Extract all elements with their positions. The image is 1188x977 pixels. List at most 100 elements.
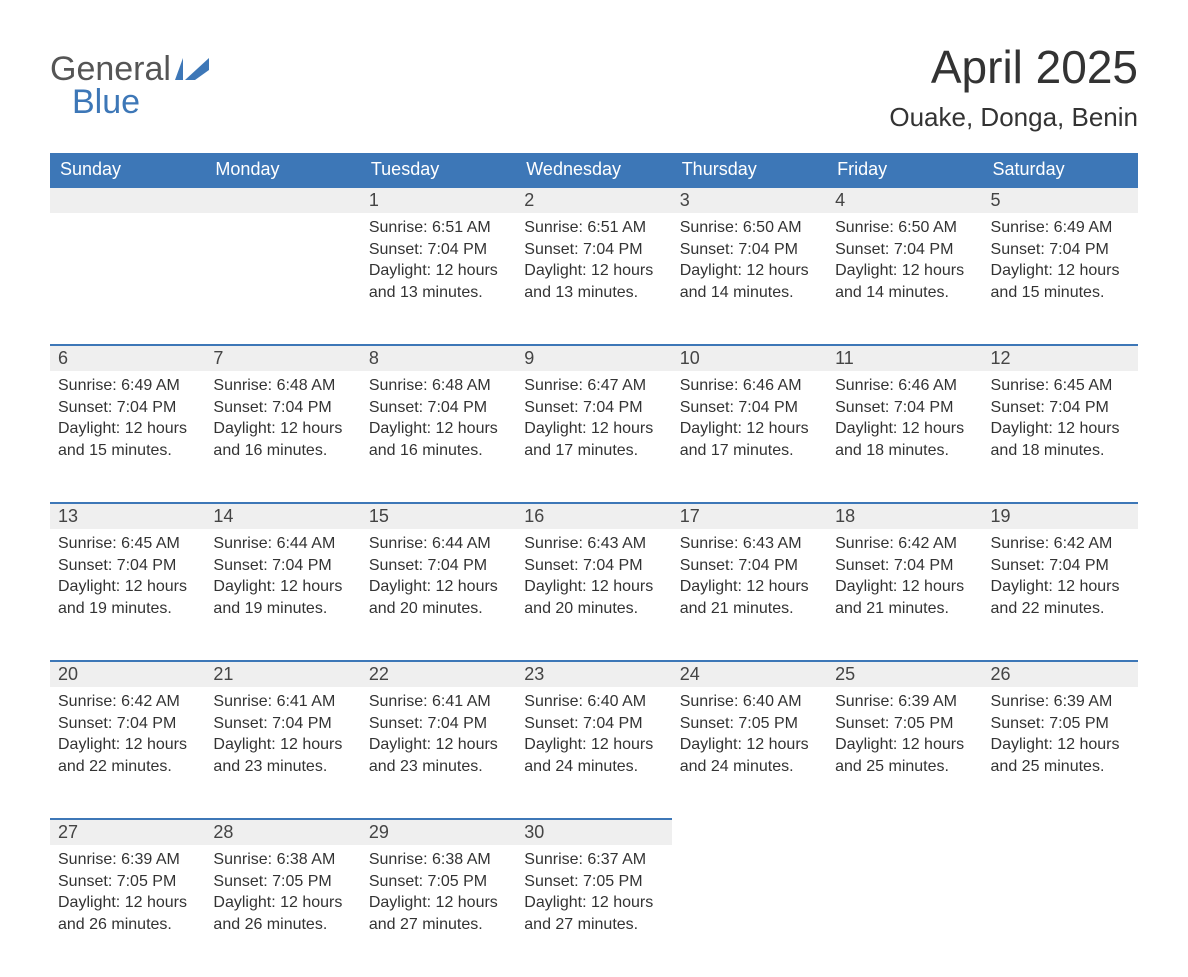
day-dl1: Daylight: 12 hours [524, 418, 663, 440]
day-sunrise: Sunrise: 6:43 AM [524, 533, 663, 555]
day-number: 22 [369, 664, 389, 684]
day-sunset: Sunset: 7:04 PM [835, 239, 974, 261]
week-content-row: Sunrise: 6:51 AMSunset: 7:04 PMDaylight:… [50, 213, 1138, 345]
day-number: 2 [524, 190, 534, 210]
day-sunrise: Sunrise: 6:47 AM [524, 375, 663, 397]
day-number: 14 [213, 506, 233, 526]
day-number: 15 [369, 506, 389, 526]
day-dl1: Daylight: 12 hours [680, 734, 819, 756]
day-sunset: Sunset: 7:04 PM [58, 555, 197, 577]
day-sunrise: Sunrise: 6:45 AM [58, 533, 197, 555]
calendar-table: Sunday Monday Tuesday Wednesday Thursday… [50, 153, 1138, 977]
day-sunrise: Sunrise: 6:41 AM [213, 691, 352, 713]
logo: General Blue [50, 50, 209, 122]
day-sunset: Sunset: 7:04 PM [369, 555, 508, 577]
day-content-cell: Sunrise: 6:39 AMSunset: 7:05 PMDaylight:… [50, 845, 205, 977]
day-number-cell [983, 819, 1138, 845]
title-block: April 2025 Ouake, Donga, Benin [889, 40, 1138, 133]
day-dl1: Daylight: 12 hours [835, 260, 974, 282]
day-sunset: Sunset: 7:04 PM [524, 555, 663, 577]
day-dl1: Daylight: 12 hours [213, 734, 352, 756]
day-number-cell: 7 [205, 345, 360, 371]
day-dl2: and 26 minutes. [58, 914, 197, 936]
day-number: 5 [991, 190, 1001, 210]
day-sunrise: Sunrise: 6:43 AM [680, 533, 819, 555]
day-content-cell: Sunrise: 6:50 AMSunset: 7:04 PMDaylight:… [827, 213, 982, 345]
day-sunrise: Sunrise: 6:37 AM [524, 849, 663, 871]
day-number-cell: 25 [827, 661, 982, 687]
logo-word-blue: Blue [72, 83, 209, 122]
day-sunrise: Sunrise: 6:38 AM [369, 849, 508, 871]
day-sunset: Sunset: 7:04 PM [680, 397, 819, 419]
day-header: Wednesday [516, 153, 671, 187]
day-content-cell: Sunrise: 6:46 AMSunset: 7:04 PMDaylight:… [672, 371, 827, 503]
day-sunrise: Sunrise: 6:42 AM [58, 691, 197, 713]
day-sunset: Sunset: 7:04 PM [680, 555, 819, 577]
day-content-cell: Sunrise: 6:41 AMSunset: 7:04 PMDaylight:… [361, 687, 516, 819]
day-dl2: and 21 minutes. [835, 598, 974, 620]
day-sunrise: Sunrise: 6:50 AM [835, 217, 974, 239]
day-sunrise: Sunrise: 6:40 AM [680, 691, 819, 713]
day-content-cell: Sunrise: 6:44 AMSunset: 7:04 PMDaylight:… [361, 529, 516, 661]
day-dl1: Daylight: 12 hours [369, 892, 508, 914]
day-number: 16 [524, 506, 544, 526]
day-dl2: and 15 minutes. [58, 440, 197, 462]
day-content-cell [827, 845, 982, 977]
week-content-row: Sunrise: 6:42 AMSunset: 7:04 PMDaylight:… [50, 687, 1138, 819]
day-content-cell: Sunrise: 6:42 AMSunset: 7:04 PMDaylight:… [983, 529, 1138, 661]
week-content-row: Sunrise: 6:49 AMSunset: 7:04 PMDaylight:… [50, 371, 1138, 503]
day-header: Sunday [50, 153, 205, 187]
day-sunrise: Sunrise: 6:42 AM [835, 533, 974, 555]
day-number: 1 [369, 190, 379, 210]
day-number: 8 [369, 348, 379, 368]
day-dl1: Daylight: 12 hours [835, 576, 974, 598]
day-number-cell [672, 819, 827, 845]
day-number-cell: 12 [983, 345, 1138, 371]
day-sunset: Sunset: 7:04 PM [369, 713, 508, 735]
day-sunset: Sunset: 7:04 PM [991, 555, 1130, 577]
day-content-cell: Sunrise: 6:42 AMSunset: 7:04 PMDaylight:… [50, 687, 205, 819]
day-dl1: Daylight: 12 hours [680, 576, 819, 598]
day-sunset: Sunset: 7:05 PM [524, 871, 663, 893]
day-content-cell: Sunrise: 6:45 AMSunset: 7:04 PMDaylight:… [983, 371, 1138, 503]
day-number: 18 [835, 506, 855, 526]
day-dl2: and 17 minutes. [680, 440, 819, 462]
day-content-cell: Sunrise: 6:38 AMSunset: 7:05 PMDaylight:… [205, 845, 360, 977]
day-dl2: and 24 minutes. [524, 756, 663, 778]
day-sunset: Sunset: 7:04 PM [213, 713, 352, 735]
day-number: 21 [213, 664, 233, 684]
day-number-cell: 11 [827, 345, 982, 371]
day-number-cell: 21 [205, 661, 360, 687]
day-sunrise: Sunrise: 6:44 AM [369, 533, 508, 555]
day-sunrise: Sunrise: 6:48 AM [369, 375, 508, 397]
day-sunrise: Sunrise: 6:39 AM [991, 691, 1130, 713]
day-sunset: Sunset: 7:05 PM [369, 871, 508, 893]
day-dl1: Daylight: 12 hours [991, 260, 1130, 282]
day-number-cell: 18 [827, 503, 982, 529]
day-number: 3 [680, 190, 690, 210]
day-number-cell: 20 [50, 661, 205, 687]
day-dl1: Daylight: 12 hours [524, 576, 663, 598]
day-sunset: Sunset: 7:04 PM [524, 713, 663, 735]
day-dl2: and 16 minutes. [213, 440, 352, 462]
day-sunrise: Sunrise: 6:46 AM [680, 375, 819, 397]
day-number-cell: 10 [672, 345, 827, 371]
day-header: Monday [205, 153, 360, 187]
day-dl1: Daylight: 12 hours [213, 576, 352, 598]
day-dl1: Daylight: 12 hours [680, 260, 819, 282]
day-sunset: Sunset: 7:05 PM [991, 713, 1130, 735]
day-number: 4 [835, 190, 845, 210]
day-number: 27 [58, 822, 78, 842]
day-sunrise: Sunrise: 6:39 AM [58, 849, 197, 871]
day-content-cell [50, 213, 205, 345]
day-sunrise: Sunrise: 6:49 AM [991, 217, 1130, 239]
day-content-cell: Sunrise: 6:43 AMSunset: 7:04 PMDaylight:… [516, 529, 671, 661]
day-dl1: Daylight: 12 hours [369, 260, 508, 282]
day-sunset: Sunset: 7:04 PM [680, 239, 819, 261]
day-content-cell: Sunrise: 6:46 AMSunset: 7:04 PMDaylight:… [827, 371, 982, 503]
day-sunrise: Sunrise: 6:41 AM [369, 691, 508, 713]
day-content-cell: Sunrise: 6:40 AMSunset: 7:05 PMDaylight:… [672, 687, 827, 819]
day-sunset: Sunset: 7:04 PM [369, 239, 508, 261]
day-number-cell: 23 [516, 661, 671, 687]
day-number: 28 [213, 822, 233, 842]
